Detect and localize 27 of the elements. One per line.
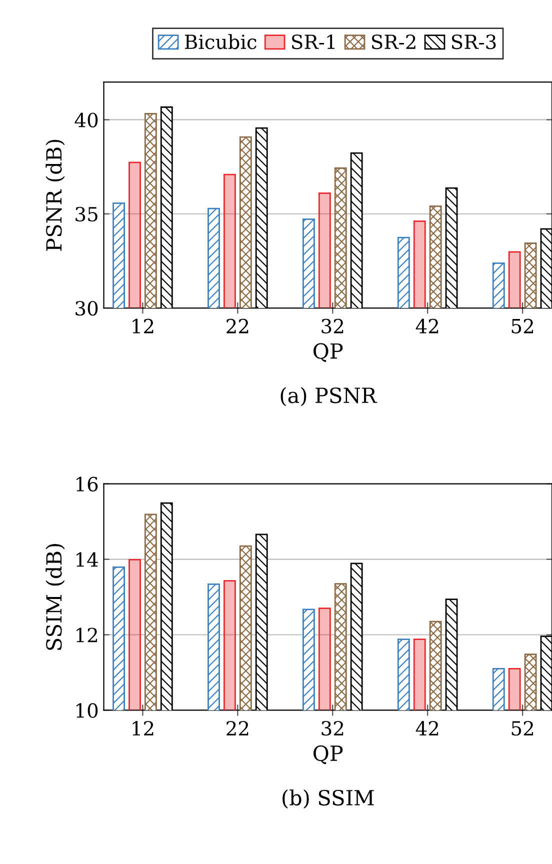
y-axis-title: PSNR (dB) [46,140,65,251]
legend-label: SR-2 [372,34,416,50]
legend-label: SR-1 [292,34,335,50]
x-tick-label: 52 [512,318,534,334]
y-tick-label: 16 [76,476,98,492]
y-tick-label: 40 [74,112,98,128]
y-tick-label: 14 [76,552,98,567]
x-axis-title: QP [314,343,343,362]
x-tick-label: 12 [132,720,154,736]
x-tick-label: 42 [416,720,438,736]
x-tick-label: 42 [416,318,438,334]
y-tick-label: 12 [76,628,98,642]
y-tick-label: 30 [76,300,98,316]
x-tick-label: 32 [322,720,344,736]
text: (a) PSNR [280,387,378,406]
x-tick-label: 52 [512,720,534,736]
x-tick-label: 32 [322,318,344,334]
legend-label: Bicubic [184,34,256,50]
text: (b) SSIM [282,789,374,809]
y-axis-title: SSIM (dB) [46,544,65,650]
y-tick-label: 35 [76,206,98,222]
x-tick-label: 22 [226,720,248,736]
x-tick-label: 22 [226,318,248,334]
x-axis-title: QP [314,745,343,764]
y-tick-label: 10 [76,703,98,718]
x-tick-label: 12 [132,318,154,334]
legend-label: SR-3 [452,34,496,50]
